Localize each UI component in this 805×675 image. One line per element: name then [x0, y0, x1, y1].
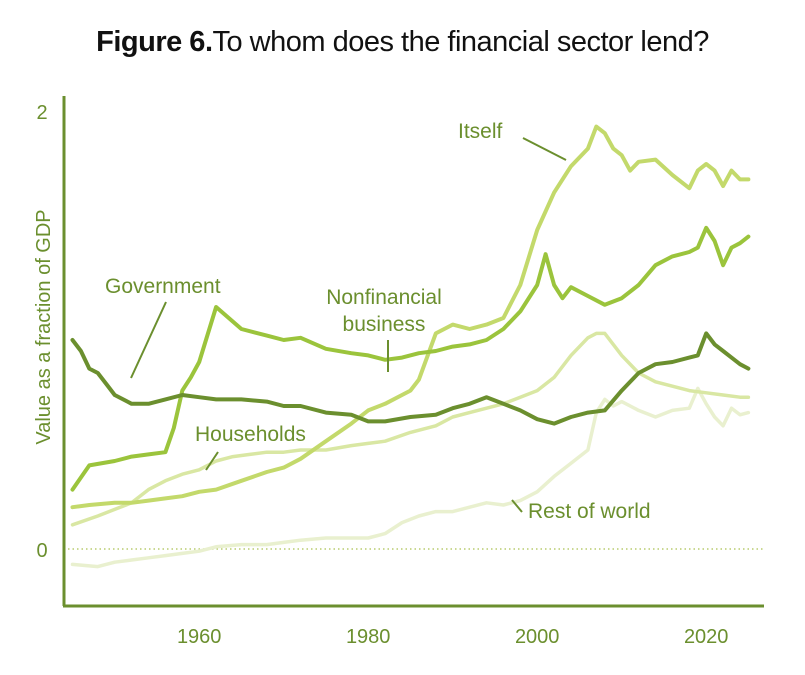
leader-itself: [522, 137, 567, 161]
series-line-rest-of-world: [70, 386, 751, 569]
x-tick-label: 1980: [346, 626, 391, 648]
label-government: Government: [105, 275, 221, 298]
leader-government: [130, 301, 167, 379]
series-line-itself: [70, 124, 751, 510]
title-text: To whom does the financial sector lend?: [212, 26, 710, 58]
label-nonfinancial: Nonfinancial: [326, 286, 442, 309]
y-tick-label: 0: [36, 540, 47, 562]
series-line-nonfinancial-business: [70, 225, 751, 492]
leader-rest-of-world: [511, 499, 523, 513]
series-line-households: [70, 331, 751, 527]
label-business: business: [343, 313, 426, 336]
figure-label: Figure 6.: [96, 26, 213, 58]
label-itself: Itself: [458, 120, 503, 143]
series-line-government: [70, 331, 751, 426]
x-tick-label: 1960: [177, 626, 222, 648]
label-households: Households: [195, 423, 306, 446]
x-tick-label: 2000: [515, 626, 560, 648]
chart-title: Figure 6.To whom does the financial sect…: [0, 26, 805, 59]
y-tick-label: 2: [36, 102, 47, 124]
label-rest-of-world: Rest of world: [528, 500, 651, 523]
leader-households: [205, 451, 219, 471]
x-tick-label: 2020: [684, 626, 729, 648]
y-axis-label: Value as a fraction of GDP: [33, 209, 55, 444]
